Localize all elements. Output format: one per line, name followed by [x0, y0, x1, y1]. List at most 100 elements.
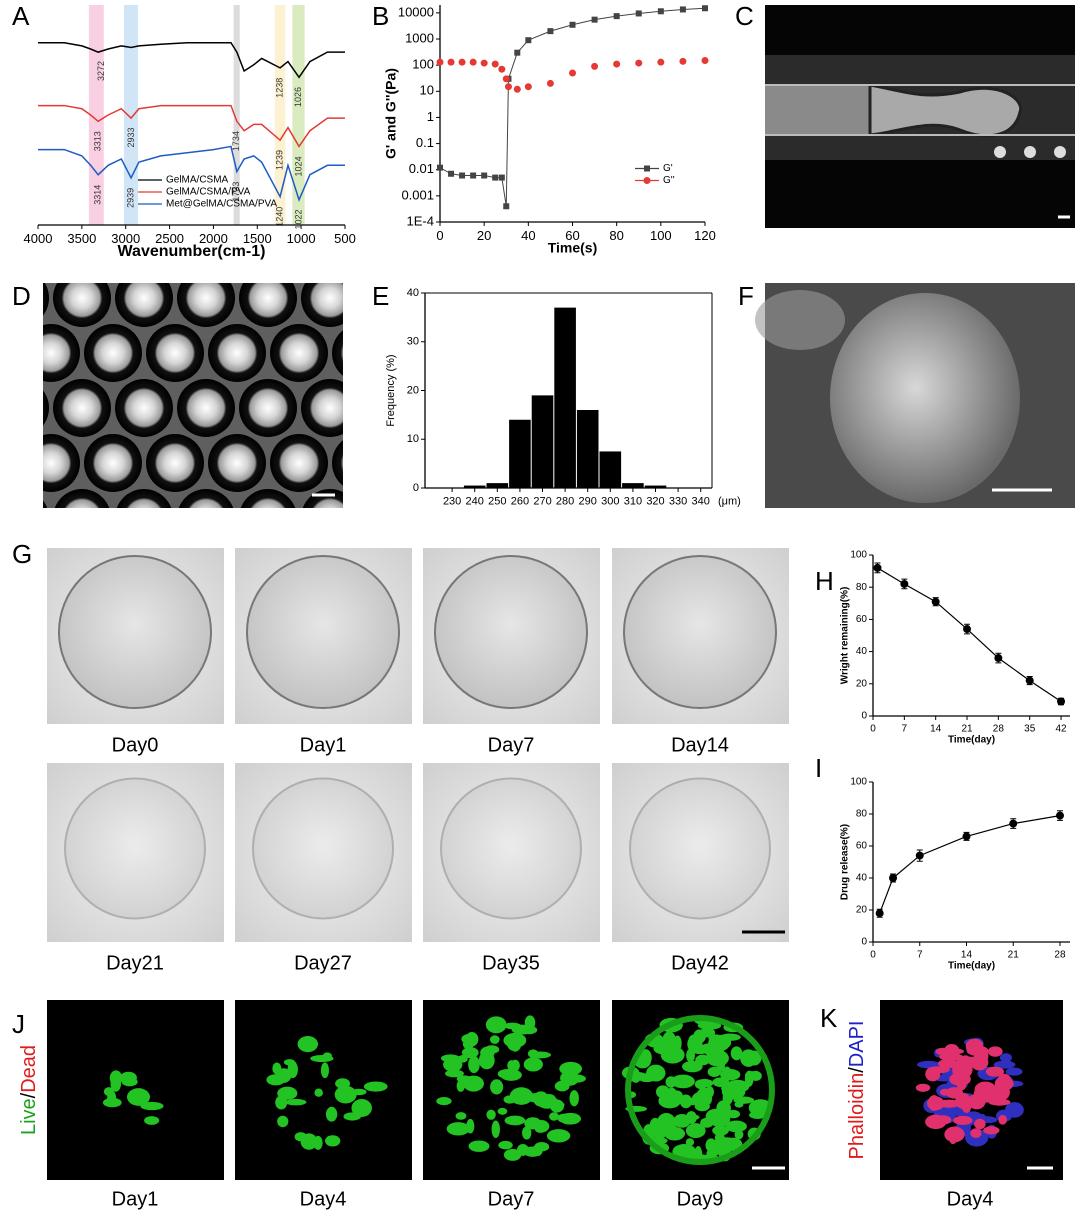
panel-label: J — [12, 1009, 25, 1039]
y-tick-label: 20 — [407, 384, 419, 396]
cell — [1005, 1067, 1023, 1076]
x-tick-label: 28 — [1054, 950, 1066, 961]
y-tick-label: 20 — [856, 678, 868, 689]
microsphere — [246, 555, 400, 709]
peak-label: 2939 — [125, 188, 135, 208]
cell — [489, 1035, 500, 1044]
cell — [102, 1097, 122, 1108]
cell — [275, 1095, 288, 1110]
microsphere — [43, 500, 48, 508]
chart: 0 20 40 60 80 100 120 1E-4 0.001 0.01 0.1 1 10 100 100… — [383, 4, 716, 255]
data-point — [994, 654, 1003, 663]
peak-label: 1734 — [231, 131, 241, 151]
channel-inner — [765, 85, 870, 135]
cell — [945, 1087, 964, 1099]
data-point — [448, 170, 455, 177]
cell — [725, 1079, 750, 1093]
x-tick-label: 340 — [692, 495, 710, 507]
cell — [498, 1140, 513, 1150]
y-tick-label: 10000 — [398, 4, 434, 19]
x-tick-label: 60 — [565, 228, 579, 243]
cell — [1004, 1102, 1024, 1118]
data-point — [613, 60, 621, 68]
highlight-band — [88, 5, 104, 225]
cell — [944, 1044, 959, 1055]
data-point — [702, 5, 708, 12]
cell — [665, 1087, 678, 1106]
stain-part: DAPI — [846, 1021, 868, 1068]
cell — [320, 1062, 329, 1079]
peak-label: 1238 — [275, 78, 285, 98]
caption: Day35 — [482, 952, 540, 974]
data-point — [875, 909, 884, 918]
x-tick-label: 230 — [443, 495, 461, 507]
cell — [939, 1052, 962, 1061]
droplet — [868, 83, 1023, 138]
data-point — [873, 563, 882, 572]
microsphere — [64, 777, 206, 920]
microsphere — [53, 379, 111, 437]
x-tick-label: 2500 — [155, 231, 184, 246]
peak-label: 2933 — [126, 127, 136, 147]
cell — [926, 1096, 945, 1111]
chart: 0 7 14 21 28 35 42 0 20 40 60 80 100 Time(day) Wright … — [840, 550, 1070, 746]
cell — [699, 1027, 716, 1038]
microsphere — [43, 390, 49, 426]
x-tick-label: 3500 — [67, 231, 96, 246]
cell — [948, 1128, 958, 1145]
x-tick-label: 260 — [511, 495, 529, 507]
bar — [531, 395, 554, 488]
y-axis-label: Wright remaining(%) — [840, 587, 851, 685]
cell — [937, 1099, 961, 1108]
cell — [705, 1086, 715, 1098]
cell — [468, 1055, 480, 1074]
caption: Day27 — [294, 952, 352, 974]
x-tick-label: 0 — [436, 228, 443, 243]
stain-part: Phalloidin — [846, 1073, 868, 1160]
cell — [725, 1120, 747, 1133]
cell — [503, 1148, 522, 1161]
cell — [662, 1031, 677, 1050]
cell — [569, 1090, 579, 1107]
microsphere — [270, 434, 328, 492]
microsphere — [301, 283, 343, 327]
data-point — [469, 58, 477, 66]
cell — [671, 1074, 695, 1089]
x-tick-label: 330 — [669, 495, 687, 507]
caption: Day4 — [300, 1188, 347, 1210]
cell — [266, 1074, 286, 1086]
peak-label: 3314 — [93, 185, 103, 205]
stain-part: / — [18, 1092, 40, 1098]
legend-label: Met@GelMA/CSMA/PVA — [166, 199, 277, 210]
cell — [126, 1088, 151, 1106]
data-point — [679, 57, 687, 65]
image-j — [235, 1000, 412, 1180]
data-point — [492, 174, 499, 181]
data-point — [447, 58, 455, 66]
y-tick-label: 30 — [407, 336, 419, 348]
panel-label: G — [12, 539, 32, 569]
stain-part: / — [846, 1067, 868, 1073]
cell — [974, 1118, 986, 1130]
y-tick-label: 80 — [856, 582, 868, 593]
cell — [915, 1083, 931, 1092]
data-point — [481, 172, 488, 179]
cell — [712, 1142, 726, 1151]
cell — [983, 1126, 1000, 1135]
bar — [554, 307, 576, 488]
cell — [140, 1101, 164, 1111]
data-point — [503, 203, 510, 210]
microsphere — [240, 489, 296, 508]
cell — [459, 1077, 482, 1086]
cell — [468, 1140, 490, 1152]
panel-label: H — [815, 566, 834, 596]
x-axis-label: Time(day) — [948, 735, 995, 746]
cell — [491, 1120, 500, 1139]
data-point — [498, 174, 505, 181]
cell — [939, 1088, 950, 1096]
cell — [497, 1107, 508, 1115]
microsphere — [208, 434, 266, 492]
data-point — [1057, 697, 1066, 706]
legend-marker — [643, 177, 651, 184]
cell — [546, 1129, 571, 1143]
